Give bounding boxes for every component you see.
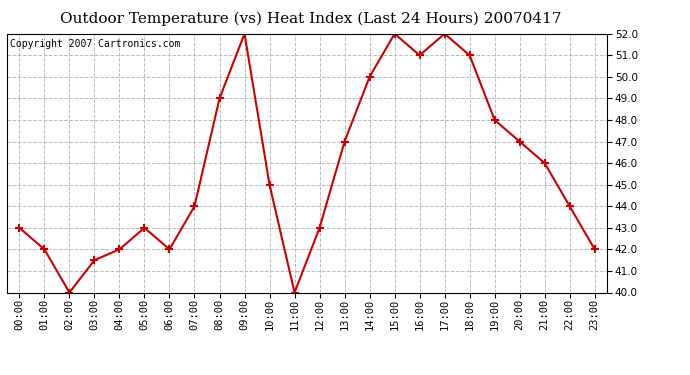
- Text: Outdoor Temperature (vs) Heat Index (Last 24 Hours) 20070417: Outdoor Temperature (vs) Heat Index (Las…: [60, 11, 561, 26]
- Text: Copyright 2007 Cartronics.com: Copyright 2007 Cartronics.com: [10, 39, 180, 49]
